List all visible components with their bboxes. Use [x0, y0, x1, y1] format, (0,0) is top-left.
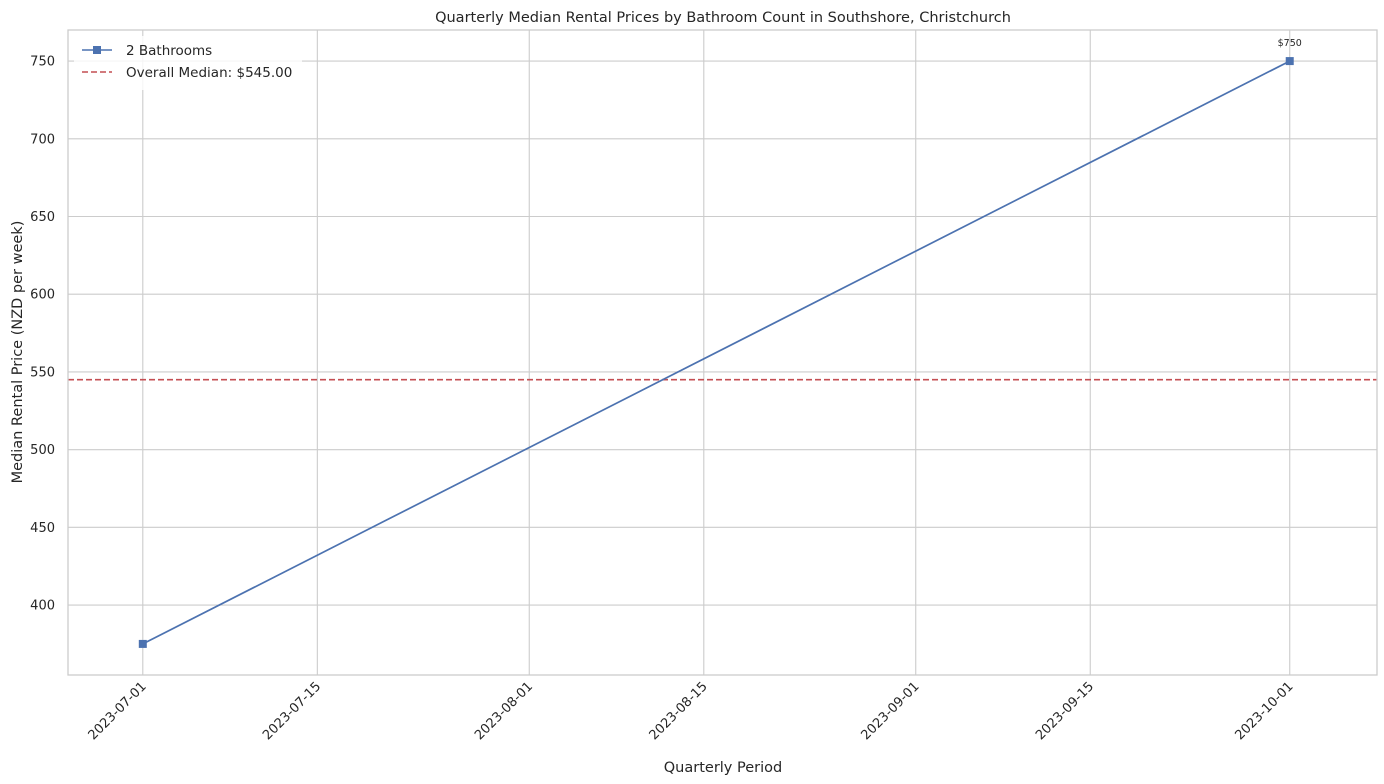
grid — [68, 30, 1377, 675]
y-tick-label: 600 — [30, 288, 55, 303]
x-tick-label: 2023-07-01 — [86, 679, 150, 743]
x-axis-ticks: 2023-07-01 2023-07-15 2023-08-01 2023-08-15… — [86, 679, 1297, 743]
x-tick-label: 2023-07-15 — [260, 679, 324, 743]
data-point-marker — [1285, 57, 1294, 66]
x-tick-label: 2023-09-15 — [1033, 679, 1097, 743]
y-axis-label: Median Rental Price (NZD per week) — [10, 221, 26, 484]
y-tick-label: 500 — [30, 443, 55, 458]
y-tick-label: 550 — [30, 365, 55, 380]
legend-label-overall-median: Overall Median: $545.00 — [126, 65, 292, 81]
series-line-2-bathrooms — [142, 60, 1291, 645]
y-tick-label: 750 — [30, 55, 55, 70]
y-tick-label: 400 — [30, 599, 55, 614]
y-tick-label: 700 — [30, 132, 55, 147]
series-group — [138, 57, 1294, 648]
x-tick-label: 2023-09-01 — [859, 679, 923, 743]
data-point-marker — [138, 639, 147, 648]
x-tick-label: 2023-08-01 — [472, 679, 536, 743]
annotations: $750 — [1278, 38, 1302, 49]
y-tick-label: 450 — [30, 521, 55, 536]
x-axis-label: Quarterly Period — [664, 760, 782, 776]
x-tick-label: 2023-08-15 — [647, 679, 711, 743]
legend-box — [74, 36, 302, 90]
plot-frame — [67, 29, 1378, 676]
y-axis-ticks: 400 450 500 550 600 650 700 750 — [30, 55, 55, 614]
data-label: $750 — [1278, 38, 1302, 49]
legend: 2 Bathrooms Overall Median: $545.00 — [74, 36, 302, 90]
legend-marker-2-bathrooms — [93, 46, 101, 54]
y-tick-label: 650 — [30, 210, 55, 225]
legend-label-2-bathrooms: 2 Bathrooms — [126, 43, 212, 59]
chart-title: Quarterly Median Rental Prices by Bathro… — [435, 10, 1011, 26]
x-tick-label: 2023-10-01 — [1233, 679, 1297, 743]
